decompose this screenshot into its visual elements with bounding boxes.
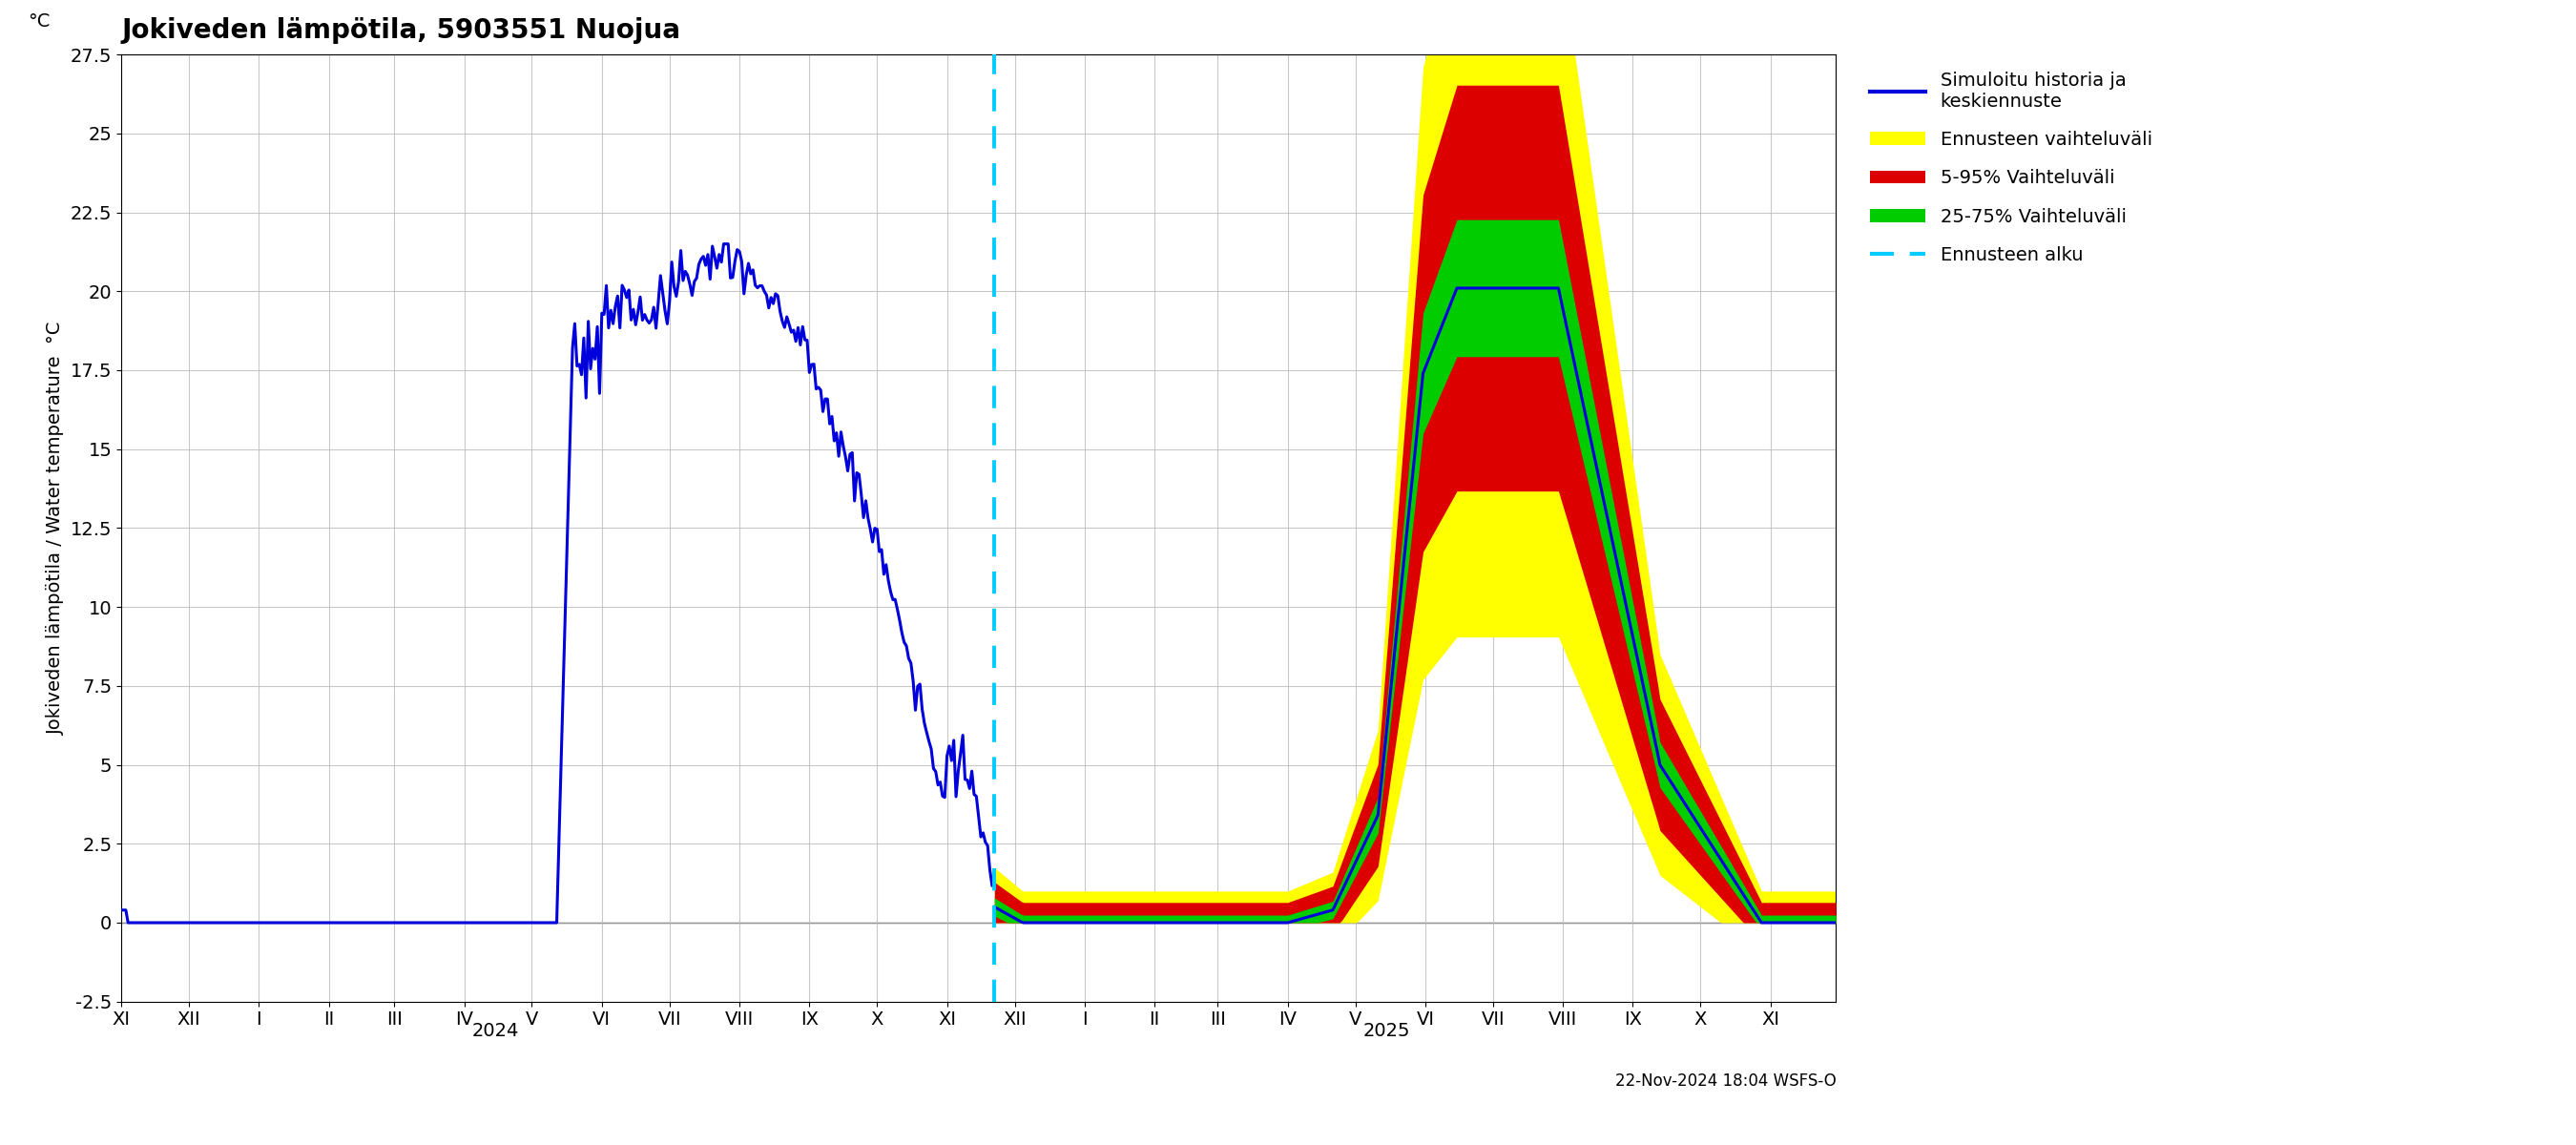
- Text: 22-Nov-2024 18:04 WSFS-O: 22-Nov-2024 18:04 WSFS-O: [1615, 1073, 1837, 1090]
- Legend: Simuloitu historia ja
keskiennuste, Ennusteen vaihteluväli, 5-95% Vaihteluväli, : Simuloitu historia ja keskiennuste, Ennu…: [1862, 64, 2159, 271]
- Text: Jokiveden lämpötila, 5903551 Nuojua: Jokiveden lämpötila, 5903551 Nuojua: [121, 17, 680, 45]
- Text: 2024: 2024: [471, 1022, 520, 1041]
- Text: °C: °C: [28, 13, 49, 31]
- Y-axis label: Jokiveden lämpötila / Water temperature  °C: Jokiveden lämpötila / Water temperature …: [46, 322, 64, 735]
- Text: 2025: 2025: [1363, 1022, 1412, 1041]
